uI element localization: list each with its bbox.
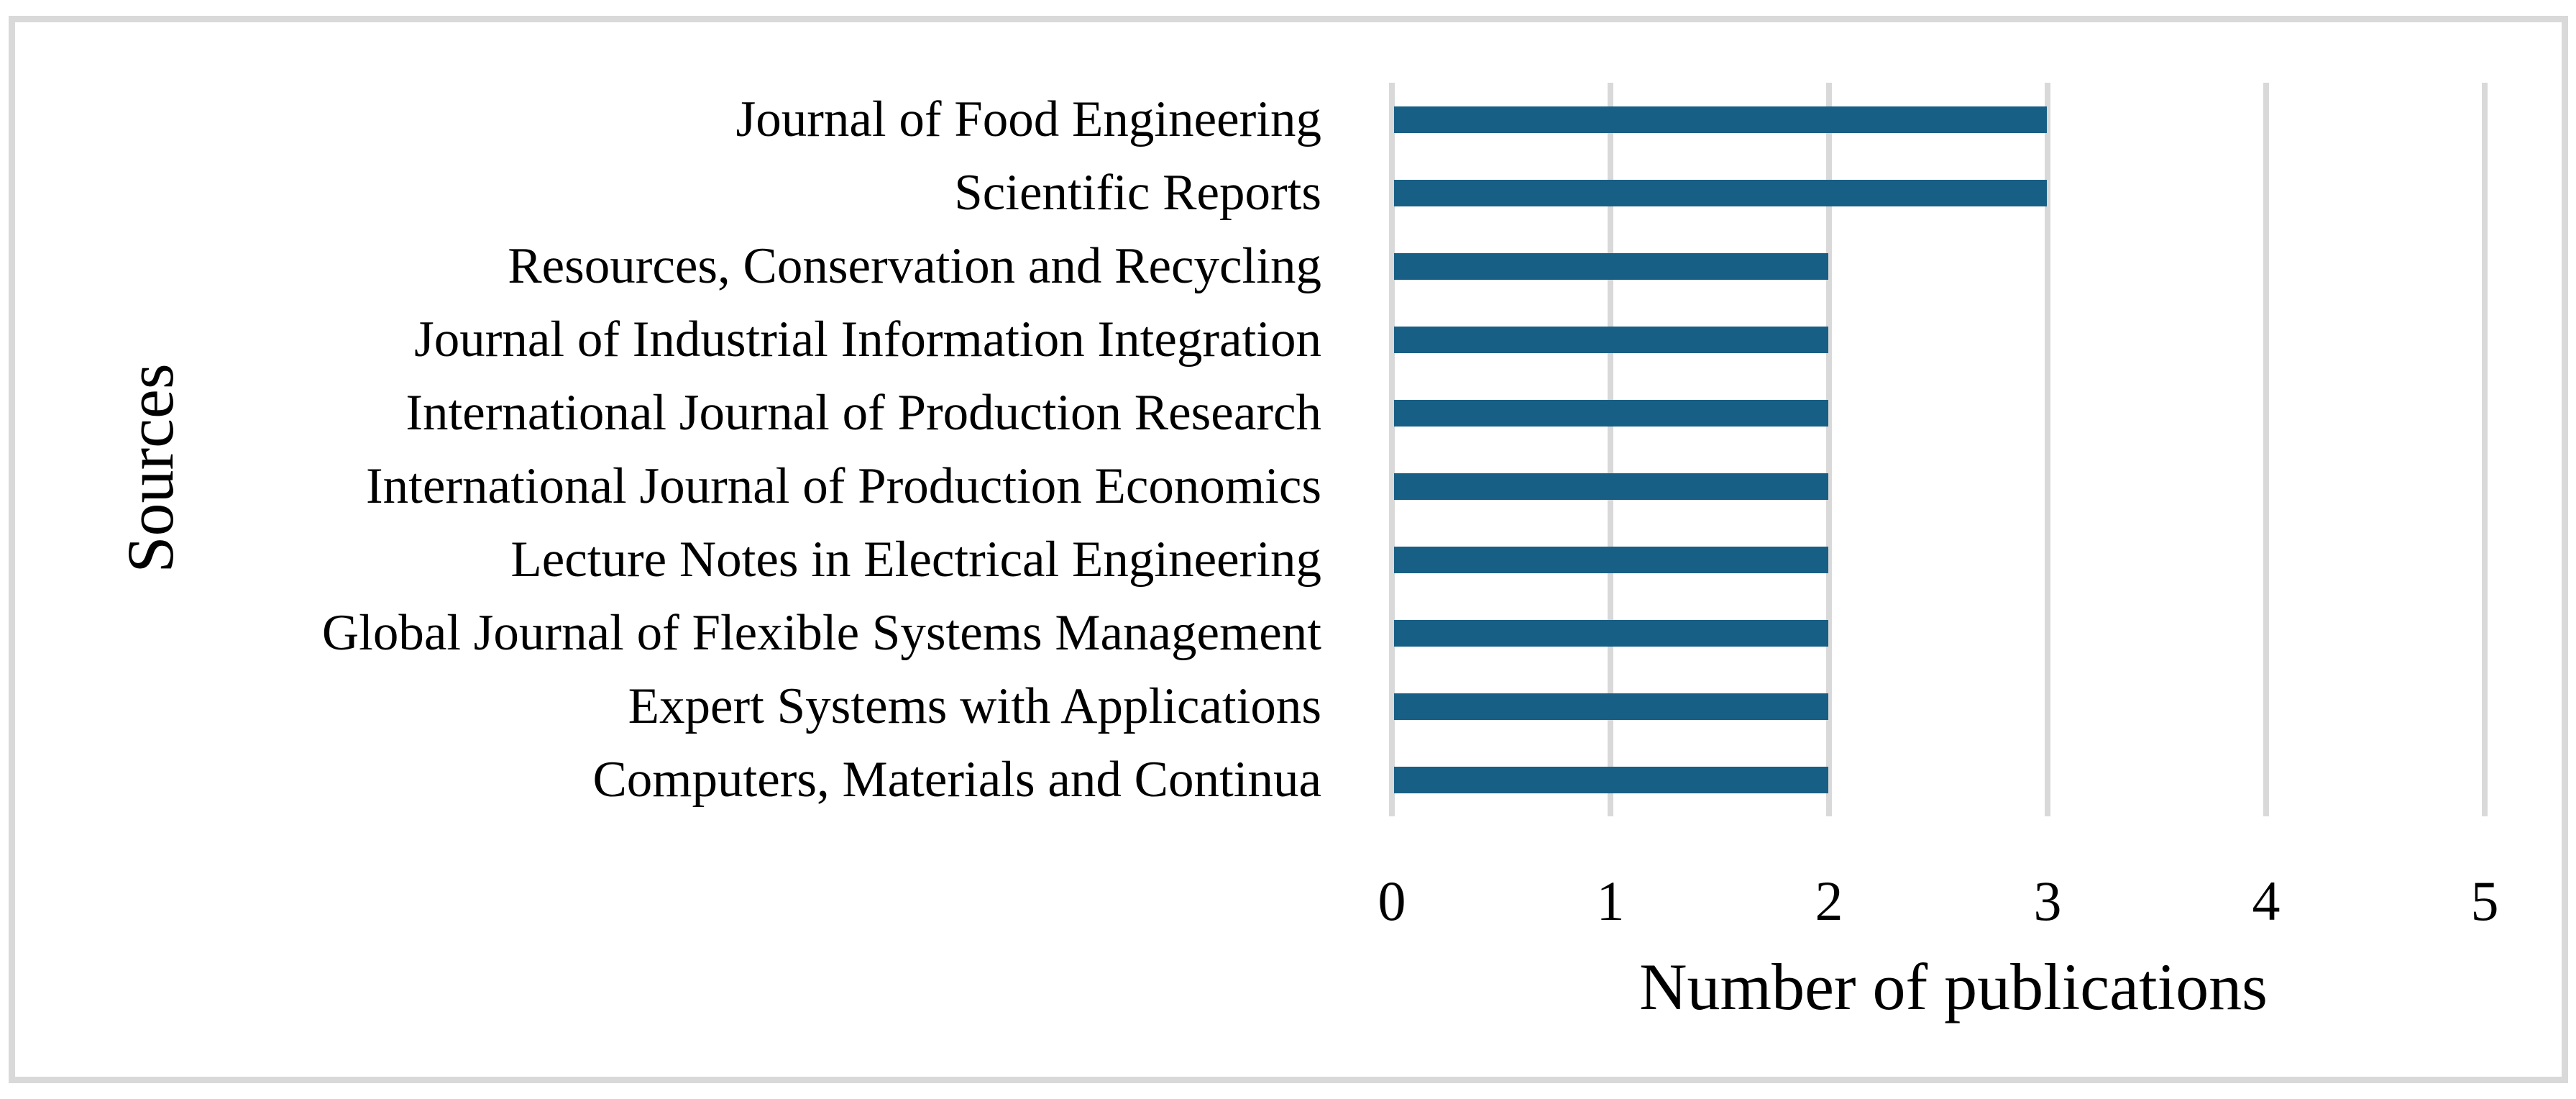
chart-panel: Sources Number of publications Journal o… [9,16,2568,1083]
bar [1394,252,1828,280]
category-label: Lecture Notes in Electrical Engineering [510,532,1321,588]
category-label: Global Journal of Flexible Systems Manag… [321,605,1321,661]
y-axis-title: Sources [114,363,187,573]
bar [1394,326,1828,353]
bar [1394,179,2047,206]
category-label: Computers, Materials and Continua [592,752,1321,808]
category-label: Journal of Food Engineering [735,91,1321,147]
bar [1394,693,1828,720]
gridline [2263,83,2269,816]
bar [1394,546,1828,573]
gridline [2045,83,2050,816]
category-label: Scientific Reports [954,165,1321,221]
bar [1394,106,2047,133]
x-tick-label: 4 [2252,870,2281,932]
category-label: Resources, Conservation and Recycling [508,238,1321,294]
bar [1394,766,1828,793]
x-tick-label: 2 [1815,870,1843,932]
gridline [1826,83,1832,816]
x-tick-label: 0 [1378,870,1406,932]
bar [1394,619,1828,647]
gridline [1608,83,1613,816]
x-axis-title: Number of publications [1639,950,2268,1023]
bar [1394,473,1828,500]
gridline [1389,83,1395,816]
category-label: Expert Systems with Applications [628,678,1321,734]
category-label: International Journal of Production Rese… [405,385,1321,441]
x-tick-label: 5 [2470,870,2499,932]
bar [1394,399,1828,427]
category-label: International Journal of Production Econ… [366,458,1321,514]
x-tick-label: 3 [2033,870,2062,932]
gridline [2482,83,2488,816]
category-label: Journal of Industrial Information Integr… [414,311,1321,368]
x-tick-label: 1 [1596,870,1625,932]
